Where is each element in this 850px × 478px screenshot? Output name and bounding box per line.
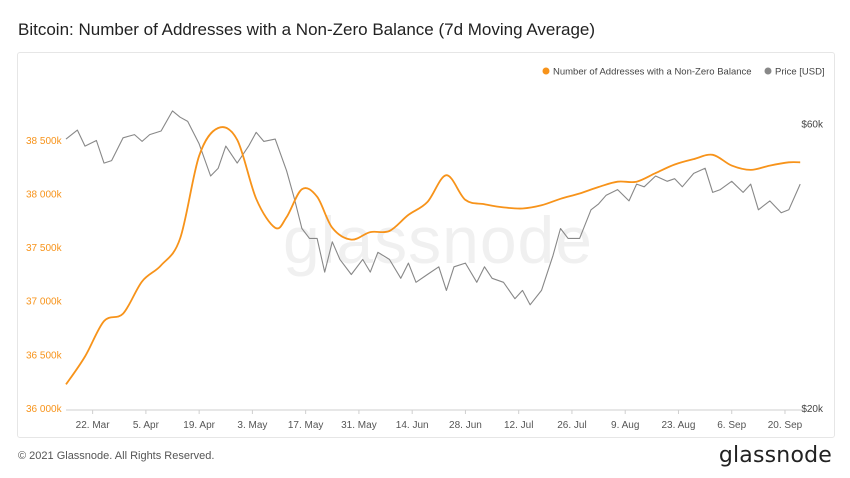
left-tick-label: 36 000k: [26, 404, 63, 415]
legend-marker-price: [764, 67, 772, 75]
x-tick-label: 9. Aug: [611, 420, 639, 431]
x-tick-label: 6. Sep: [717, 420, 746, 431]
x-tick-label: 26. Jul: [557, 420, 586, 431]
left-tick-label: 38 500k: [26, 136, 63, 147]
chart-card: glassnode Number of Addresses with a Non…: [17, 52, 835, 438]
legend-marker-addresses: [542, 67, 550, 75]
left-axis: 36 000k 36 500k 37 000k 37 500k 38 000k 38 50…: [26, 136, 63, 415]
x-axis: 22. Mar 5. Apr 19. Apr 3. May 17. May 31. May…: [66, 409, 804, 431]
legend-label-addresses: Number of Addresses with a Non-Zero Bala…: [553, 67, 752, 78]
footer-copyright: © 2021 Glassnode. All Rights Reserved.: [18, 450, 215, 462]
x-tick-label: 23. Aug: [662, 420, 696, 431]
left-tick-label: 36 500k: [26, 350, 63, 361]
x-tick-label: 22. Mar: [76, 420, 111, 431]
legend-item-addresses[interactable]: Number of Addresses with a Non-Zero Bala…: [542, 67, 752, 78]
series-line-price[interactable]: [65, 110, 801, 306]
left-tick-label: 37 500k: [26, 243, 63, 254]
x-tick-label: 19. Apr: [183, 420, 215, 431]
chart-svg[interactable]: glassnode Number of Addresses with a Non…: [18, 53, 834, 437]
x-tick-label: 12. Jul: [504, 420, 533, 431]
right-axis: $20k $60k: [801, 120, 824, 415]
x-tick-label: 31. May: [341, 420, 377, 431]
right-tick-label: $60k: [801, 120, 824, 131]
left-tick-label: 38 000k: [26, 189, 63, 200]
right-tick-label: $20k: [801, 404, 824, 415]
x-tick-label: 5. Apr: [133, 420, 160, 431]
series-layer: [65, 110, 801, 385]
x-tick-label: 28. Jun: [449, 420, 482, 431]
watermark: glassnode: [283, 203, 593, 277]
x-tick-label: 17. May: [288, 420, 324, 431]
x-tick-label: 20. Sep: [768, 420, 803, 431]
glassnode-logo[interactable]: glassnode: [718, 443, 832, 468]
legend-item-price[interactable]: Price [USD]: [764, 67, 825, 78]
x-tick-label: 14. Jun: [396, 420, 429, 431]
legend[interactable]: Number of Addresses with a Non-Zero Bala…: [542, 67, 825, 78]
legend-label-price: Price [USD]: [775, 67, 825, 78]
x-tick-label: 3. May: [237, 420, 267, 431]
series-line-addresses[interactable]: [65, 126, 801, 385]
left-tick-label: 37 000k: [26, 297, 63, 308]
page-title: Bitcoin: Number of Addresses with a Non-…: [18, 20, 596, 39]
